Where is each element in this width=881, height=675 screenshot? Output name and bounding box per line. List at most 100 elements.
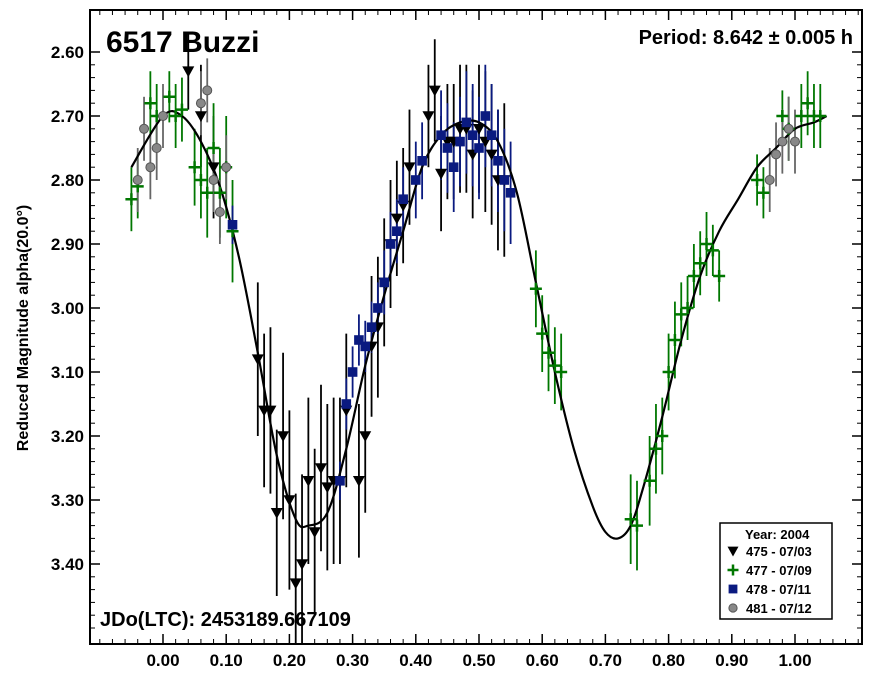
marker-plus [700,238,713,250]
marker-square [461,117,472,128]
marker-triangle-down [283,495,296,506]
x-tick-label: 0.30 [336,651,369,670]
marker-triangle-down [428,85,441,97]
legend-entry-label: 475 - 07/03 [746,544,812,559]
marker-plus [656,430,669,442]
y-tick-label: 3.20 [51,427,84,446]
y-tick-label: 2.70 [51,107,84,126]
marker-circle [151,143,162,153]
marker-square [392,226,402,236]
marker-circle [195,98,206,109]
marker-circle [202,85,213,96]
marker-plus [681,302,694,314]
x-tick-label: 1.00 [778,651,811,670]
marker-square [505,188,516,198]
marker-plus [757,186,770,199]
marker-plus [687,270,700,282]
legend-box [719,522,833,620]
marker-circle [158,111,168,121]
plot-frame [89,9,863,645]
marker-plus [213,186,226,199]
marker-square [417,156,427,166]
x-tick-label: 0.70 [589,651,622,670]
marker-plus [536,327,549,340]
marker-square [360,341,371,352]
period-label: Period: 8.642 ± 0.005 h [639,27,853,49]
marker-square [493,156,503,166]
x-tick-label: 0.00 [146,651,179,670]
y-tick-label: 2.60 [51,43,84,62]
marker-triangle-down [422,111,435,122]
marker-plus [144,97,157,110]
x-tick-label: 0.90 [715,651,748,670]
y-tick-label: 2.80 [51,171,84,190]
marker-plus [175,103,188,116]
legend-marker-circle [728,603,738,613]
marker-triangle-down [182,66,195,78]
marker-square [341,399,352,409]
y-tick-label: 3.40 [51,555,84,574]
marker-triangle-down [485,149,498,161]
marker-square [398,194,408,204]
marker-circle [783,123,794,134]
marker-plus [624,513,637,526]
marker-plus [125,193,138,206]
marker-triangle-down [435,168,448,180]
marker-circle [139,123,150,134]
marker-square [455,136,465,147]
marker-square [335,476,345,486]
jd-label: JDo(LTC): 2453189.667109 [100,609,351,631]
legend-entries: 475 - 07/03 477 - 07/09 478 - 07/11 481 - 0… [727,544,812,616]
marker-circle [214,207,225,217]
marker-triangle-down [264,405,277,417]
marker-plus [713,270,726,282]
legend-marker-square [728,584,738,594]
marker-triangle-down [315,463,327,474]
marker-plus [194,174,207,186]
y-tick-label: 3.30 [51,491,84,510]
marker-triangle-down [308,527,321,538]
marker-triangle-down [352,476,365,487]
marker-square [436,130,446,140]
marker-square [467,130,478,140]
y-axis-ticks: 2.60 2.70 2.80 2.90 3.00 3.10 3.20 3.30 3.40 [51,43,862,629]
marker-triangle-down [207,162,220,174]
data-markers [125,66,827,590]
marker-plus [801,97,814,110]
marker-triangle-down [251,354,264,366]
marker-circle [771,149,782,160]
marker-square [448,162,459,172]
legend: Year: 2004 475 - 07/03 477 - 07/09 478 - 0… [719,522,833,620]
marker-square [474,143,484,153]
marker-plus [795,110,808,122]
marker-plus [631,519,643,532]
marker-triangle-down [359,431,372,442]
legend-marker-plus [727,564,739,576]
marker-square [347,367,358,377]
marker-plus [675,308,688,321]
marker-square [366,322,377,332]
marker-triangle-down [289,578,302,590]
legend-entry-label: 477 - 07/09 [746,563,812,578]
legend-entry-label: 481 - 07/12 [746,601,812,616]
chart-title: 6517 Buzzi [106,26,259,59]
marker-circle [221,162,232,173]
marker-plus [529,282,542,295]
marker-plus [776,110,789,122]
x-tick-label: 0.50 [462,651,495,670]
marker-circle [132,175,143,185]
marker-circle [777,136,788,147]
marker-plus [188,161,201,174]
marker-square [373,303,383,313]
x-tick-label: 0.10 [210,651,243,670]
marker-triangle-down [270,508,283,519]
marker-square [499,175,510,185]
marker-plus [751,174,764,186]
marker-square [486,130,497,140]
marker-plus [542,346,555,359]
marker-plus [706,244,719,257]
x-tick-label: 0.40 [399,651,432,670]
marker-plus [548,359,561,372]
marker-plus [169,110,182,122]
marker-plus [207,142,220,154]
